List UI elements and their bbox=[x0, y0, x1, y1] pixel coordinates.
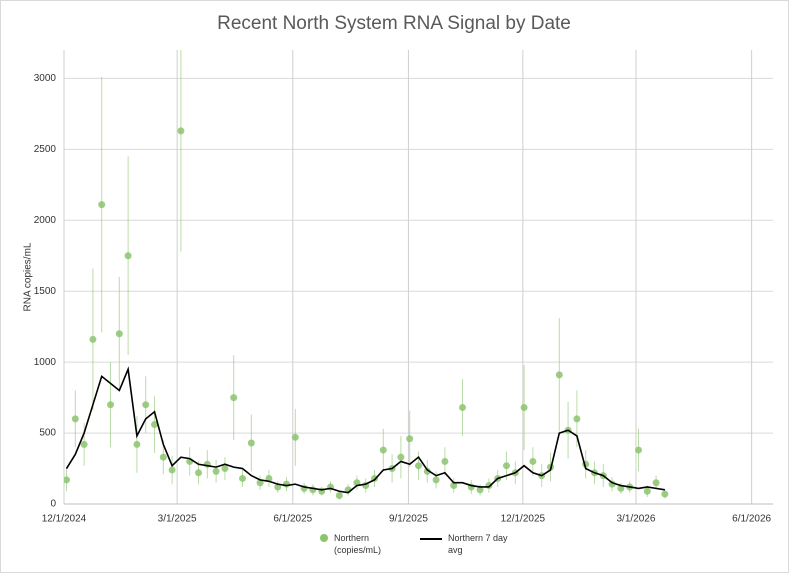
point bbox=[142, 401, 150, 409]
legend-item: Northern 7 day avg bbox=[420, 532, 510, 556]
point bbox=[502, 462, 510, 470]
point bbox=[159, 453, 167, 461]
point bbox=[520, 404, 528, 412]
point bbox=[555, 371, 563, 379]
y-tick-label: 3000 bbox=[34, 73, 57, 84]
legend-key bbox=[420, 538, 442, 540]
point bbox=[64, 476, 71, 484]
point bbox=[476, 486, 484, 494]
point bbox=[335, 491, 343, 499]
point bbox=[406, 435, 414, 443]
point bbox=[107, 401, 115, 409]
y-tick-label: 1500 bbox=[34, 286, 57, 297]
legend-label: Northern 7 day avg bbox=[448, 533, 508, 555]
point bbox=[634, 446, 642, 454]
x-tick-label: 3/1/2025 bbox=[158, 514, 197, 525]
legend-key bbox=[320, 534, 328, 542]
legend-item: Northern (copies/mL) bbox=[320, 532, 396, 556]
point bbox=[71, 415, 79, 423]
y-tick-label: 0 bbox=[50, 499, 56, 510]
y-tick-label: 1000 bbox=[34, 357, 57, 368]
x-tick-label: 6/1/2026 bbox=[732, 514, 771, 525]
point bbox=[423, 467, 431, 475]
point bbox=[195, 469, 203, 477]
point bbox=[151, 421, 159, 429]
point bbox=[652, 479, 660, 487]
point bbox=[397, 453, 405, 461]
plot bbox=[64, 50, 669, 500]
y-tick-label: 2000 bbox=[34, 215, 57, 226]
point bbox=[239, 474, 247, 482]
point bbox=[529, 457, 537, 465]
point bbox=[643, 487, 651, 495]
point bbox=[124, 252, 132, 260]
x-tick-label: 12/1/2024 bbox=[42, 514, 87, 525]
point bbox=[291, 433, 299, 441]
point bbox=[441, 457, 449, 465]
x-tick-label: 6/1/2025 bbox=[273, 514, 312, 525]
point bbox=[89, 335, 97, 343]
point bbox=[133, 440, 141, 448]
legend-label: Northern (copies/mL) bbox=[334, 533, 382, 555]
point bbox=[415, 462, 422, 470]
point bbox=[450, 482, 458, 490]
point bbox=[221, 465, 229, 473]
point bbox=[283, 480, 291, 488]
y-axis-label: RNA copies/mL bbox=[23, 242, 34, 311]
point bbox=[177, 127, 185, 135]
avg-line bbox=[65, 366, 666, 494]
point bbox=[608, 480, 616, 488]
point bbox=[379, 446, 387, 454]
x-tick-label: 9/1/2025 bbox=[389, 514, 428, 525]
chart-title: Recent North System RNA Signal by Date bbox=[217, 13, 571, 34]
point bbox=[458, 404, 466, 412]
point bbox=[661, 490, 669, 498]
point bbox=[80, 440, 88, 448]
y-tick-label: 500 bbox=[39, 428, 56, 439]
x-tick-label: 12/1/2025 bbox=[501, 514, 546, 525]
point bbox=[115, 330, 123, 338]
legend: Northern (copies/mL) Northern 7 day avg bbox=[320, 532, 510, 556]
point bbox=[573, 415, 581, 423]
point bbox=[168, 466, 176, 474]
point bbox=[432, 476, 440, 484]
point bbox=[247, 439, 255, 447]
point bbox=[98, 201, 106, 209]
x-tick-label: 3/1/2026 bbox=[617, 514, 656, 525]
point bbox=[230, 394, 238, 402]
y-tick-label: 2500 bbox=[34, 144, 57, 155]
point bbox=[212, 467, 220, 475]
